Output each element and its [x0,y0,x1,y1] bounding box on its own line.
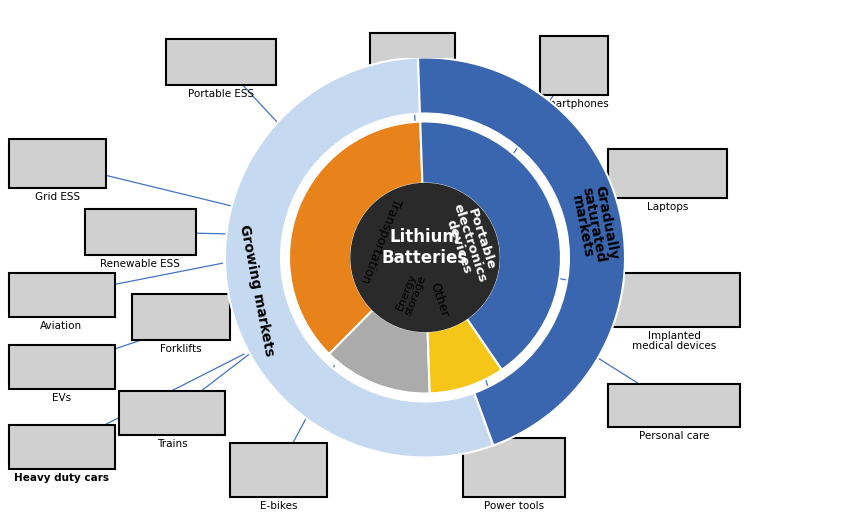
Text: Heavy duty cars: Heavy duty cars [14,473,109,483]
Text: Portable
electronics
devices: Portable electronics devices [439,198,501,288]
FancyBboxPatch shape [119,391,225,435]
Text: Lithium
Batteries: Lithium Batteries [382,228,468,267]
FancyBboxPatch shape [132,294,230,340]
Text: Satellites/
space devices: Satellites/ space devices [376,83,449,104]
Text: Power tools: Power tools [484,501,544,510]
Text: Trains: Trains [157,439,188,449]
Text: Other: Other [427,281,450,318]
FancyBboxPatch shape [608,273,740,327]
Wedge shape [420,122,561,370]
FancyBboxPatch shape [8,345,115,389]
Wedge shape [289,122,422,354]
Text: Gradually
saturated
markets: Gradually saturated markets [568,183,620,266]
Text: Forklifts: Forklifts [161,344,201,354]
Text: EVs: EVs [52,393,71,403]
Text: Growing markets: Growing markets [236,224,275,357]
Text: Personal care: Personal care [639,431,709,441]
Text: Energy
storage: Energy storage [394,270,428,317]
Wedge shape [418,58,625,445]
Wedge shape [225,58,493,457]
Text: Laptops: Laptops [647,202,688,212]
FancyBboxPatch shape [540,36,608,95]
Wedge shape [329,310,430,393]
Text: Transportation: Transportation [359,196,404,285]
FancyBboxPatch shape [166,39,276,85]
FancyBboxPatch shape [8,425,115,469]
Text: Implanted
medical devices: Implanted medical devices [632,331,717,351]
FancyBboxPatch shape [85,209,196,255]
Text: E-bikes: E-bikes [260,501,298,510]
FancyBboxPatch shape [370,33,455,80]
FancyBboxPatch shape [608,384,740,427]
Wedge shape [428,319,502,393]
Text: Portable ESS: Portable ESS [188,89,254,98]
FancyBboxPatch shape [463,438,565,497]
Text: Renewable ESS: Renewable ESS [100,259,180,269]
Text: Aviation: Aviation [40,321,82,331]
Text: Grid ESS: Grid ESS [35,192,81,202]
FancyBboxPatch shape [608,149,727,198]
FancyBboxPatch shape [8,273,115,317]
FancyBboxPatch shape [230,443,327,497]
FancyBboxPatch shape [8,139,106,188]
Text: Smartphones: Smartphones [539,99,609,109]
Circle shape [351,183,499,332]
